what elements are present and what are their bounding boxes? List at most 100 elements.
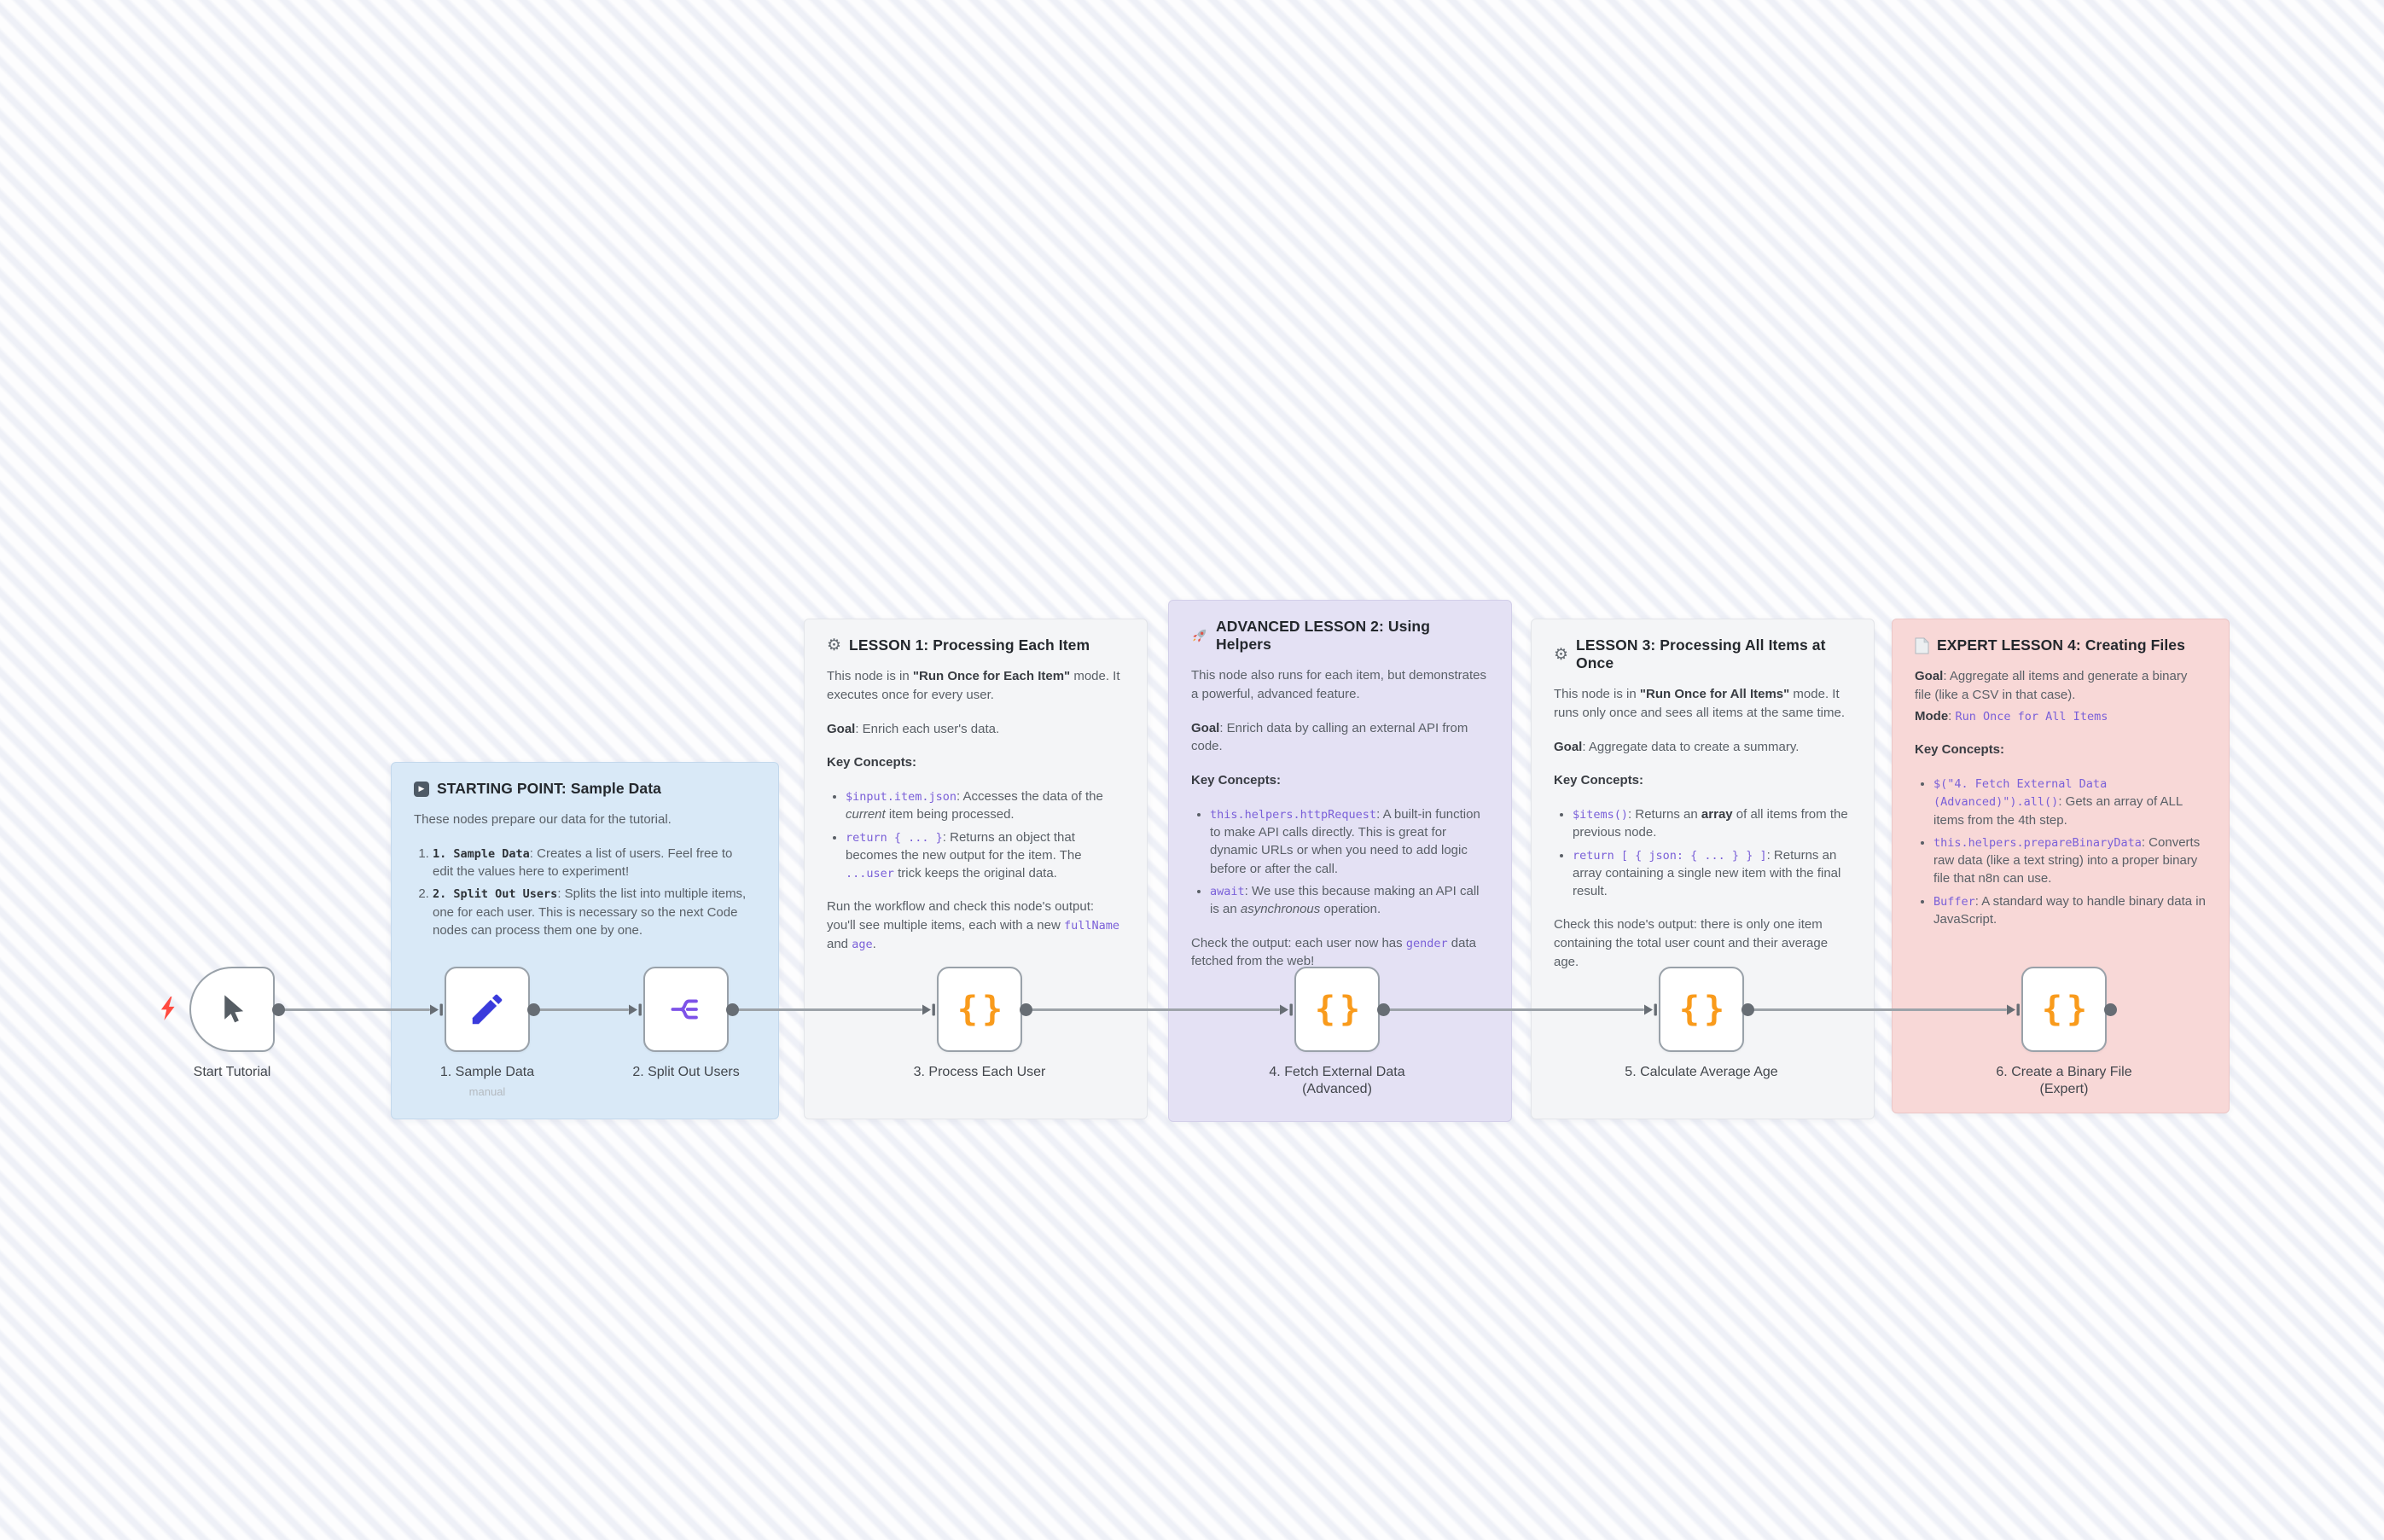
text-segment: Goal: [1554, 739, 1583, 754]
note-list: $items(): Returns an array of all items …: [1554, 805, 1852, 900]
note-paragraph: Key Concepts:: [1554, 771, 1852, 790]
node-fetch-external-data[interactable]: {}: [1294, 967, 1380, 1052]
text-segment: : Gets an array of ALL items from the 4t…: [1933, 794, 2183, 828]
text-segment: item being processed.: [885, 807, 1015, 822]
page-icon: [1915, 636, 1929, 654]
output-connector-dot[interactable]: [1741, 1003, 1754, 1016]
connection-edge[interactable]: [537, 1008, 629, 1011]
note-title: LESSON 3: Processing All Items at Once: [1576, 636, 1826, 671]
text-segment: This node also runs for each item, but d…: [1191, 668, 1487, 701]
node-create-binary-file[interactable]: {}: [2021, 967, 2107, 1052]
note-paragraph: Goal: Aggregate data to create a summary…: [1554, 738, 1852, 757]
text-segment: mode. It runs only once and sees all ite…: [1554, 687, 1846, 720]
text-segment: : Enrich data by calling an external API…: [1191, 720, 1468, 754]
node-label: 4. Fetch External Data (Advanced): [1269, 1065, 1405, 1097]
note-list: $("4. Fetch External Data (Advanced)").a…: [1915, 775, 2207, 928]
text-segment: : Splits the list into multiple items, o…: [433, 886, 747, 938]
text-segment: : We use this because making an API call…: [1210, 883, 1480, 917]
node-process-each-user[interactable]: {}: [937, 967, 1022, 1052]
text-segment: : Returns an array containing a single n…: [1573, 847, 1841, 899]
text-segment: Goal: [1191, 720, 1220, 735]
text-segment: Goal: [827, 721, 856, 736]
note-header: ⚙ LESSON 3: Processing All Items at Once: [1554, 636, 1852, 672]
node-label: Start Tutorial: [193, 1065, 271, 1079]
output-connector-dot[interactable]: [272, 1003, 285, 1016]
text-segment: : Returns an: [1628, 807, 1701, 822]
note-title: EXPERT LESSON 4: Creating Files: [1937, 636, 2185, 654]
note-paragraph: This node also runs for each item, but d…: [1191, 666, 1489, 704]
text-segment: Mode: [1915, 708, 1949, 724]
note-paragraph: Goal: Aggregate all items and generate a…: [1915, 667, 2207, 705]
text-segment: return { ... }: [846, 830, 943, 845]
note-header: EXPERT LESSON 4: Creating Files: [1915, 636, 2207, 654]
note-paragraph: Run the workflow and check this node's o…: [827, 898, 1125, 953]
lightning-bolt-icon: [157, 996, 179, 1026]
text-segment: Check the output: each user now has: [1191, 935, 1406, 950]
text-segment: : A built-in function to make API calls …: [1210, 806, 1480, 876]
input-connector[interactable]: [1279, 1002, 1294, 1021]
text-segment: gender: [1405, 936, 1448, 950]
gear-icon: ⚙: [827, 636, 842, 654]
node-label: 2. Split Out Users: [632, 1065, 740, 1079]
input-connector[interactable]: [2006, 1002, 2021, 1021]
output-connector-dot[interactable]: [1020, 1003, 1032, 1016]
text-segment: $input.item.json: [846, 790, 957, 804]
connection-edge[interactable]: [1387, 1008, 1644, 1011]
output-connector-dot[interactable]: [2104, 1003, 2117, 1016]
text-segment: .: [872, 936, 876, 951]
input-connector[interactable]: [429, 1002, 445, 1021]
note-paragraph: These nodes prepare our data for the tut…: [414, 811, 756, 829]
text-segment: 2. Split Out Users: [433, 887, 558, 902]
note-paragraph: Goal: Enrich each user's data.: [827, 720, 1125, 739]
text-segment: Goal: [1915, 669, 1944, 683]
input-connector[interactable]: [922, 1002, 937, 1021]
text-segment: These nodes prepare our data for the tut…: [414, 812, 672, 827]
note-paragraph: Check the output: each user now has gend…: [1191, 934, 1489, 972]
text-segment: Run the workflow and check this node's o…: [827, 899, 1095, 933]
text-segment: $items(): [1573, 808, 1629, 822]
output-connector-dot[interactable]: [726, 1003, 739, 1016]
node-split-out-users[interactable]: [643, 967, 729, 1052]
node-sample-data[interactable]: [445, 967, 530, 1052]
note-paragraph: This node is in "Run Once for Each Item"…: [827, 667, 1125, 705]
text-segment: : Returns an object that becomes the new…: [846, 829, 1082, 863]
split-icon: [667, 991, 705, 1028]
text-segment: this.helpers.prepareBinaryData: [1933, 835, 2142, 850]
node-label: 1. Sample Data: [439, 1065, 535, 1079]
input-connector[interactable]: [1643, 1002, 1659, 1021]
output-connector-dot[interactable]: [527, 1003, 540, 1016]
note-list-item: $("4. Fetch External Data (Advanced)").a…: [1933, 775, 2207, 829]
note-list-item: this.helpers.httpRequest: A built-in fun…: [1210, 805, 1489, 878]
text-segment: Key Concepts:: [827, 755, 917, 770]
note-list: 1. Sample Data: Creates a list of users.…: [414, 845, 756, 939]
code-icon: {}: [2041, 990, 2092, 1029]
text-segment: : A standard way to handle binary data i…: [1933, 893, 2206, 927]
connection-edge[interactable]: [1029, 1008, 1280, 1011]
text-segment: :: [1948, 708, 1956, 724]
connection-edge[interactable]: [282, 1008, 430, 1011]
note-list: this.helpers.httpRequest: A built-in fun…: [1191, 805, 1489, 919]
note-list-item: 2. Split Out Users: Splits the list into…: [433, 885, 756, 939]
code-icon: {}: [957, 990, 1008, 1029]
note-header: ▶ STARTING POINT: Sample Data: [414, 780, 756, 798]
note-starting-point[interactable]: ▶ STARTING POINT: Sample Data These nodes …: [391, 762, 779, 1119]
text-segment: : Accesses the data of the: [957, 789, 1103, 804]
text-segment: 1. Sample Data: [433, 846, 530, 861]
note-paragraph: Goal: Enrich data by calling an external…: [1191, 719, 1489, 757]
node-start-tutorial[interactable]: [189, 967, 275, 1052]
text-segment: This node is in: [827, 669, 913, 683]
node-calculate-average-age[interactable]: {}: [1659, 967, 1744, 1052]
connection-edge[interactable]: [1751, 1008, 2007, 1011]
input-connector[interactable]: [628, 1002, 643, 1021]
text-segment: and: [827, 936, 852, 951]
note-list-item: this.helpers.prepareBinaryData: Converts…: [1933, 834, 2207, 888]
text-segment: Key Concepts:: [1554, 773, 1644, 788]
text-segment: This node is in: [1554, 687, 1640, 701]
play-icon: ▶: [414, 781, 429, 797]
connection-edge[interactable]: [736, 1008, 922, 1011]
note-paragraph: Key Concepts:: [1191, 771, 1489, 790]
text-segment: asynchronous: [1240, 902, 1321, 917]
note-list-item: return [ { json: { ... } } ]: Returns an…: [1573, 846, 1852, 901]
output-connector-dot[interactable]: [1377, 1003, 1390, 1016]
